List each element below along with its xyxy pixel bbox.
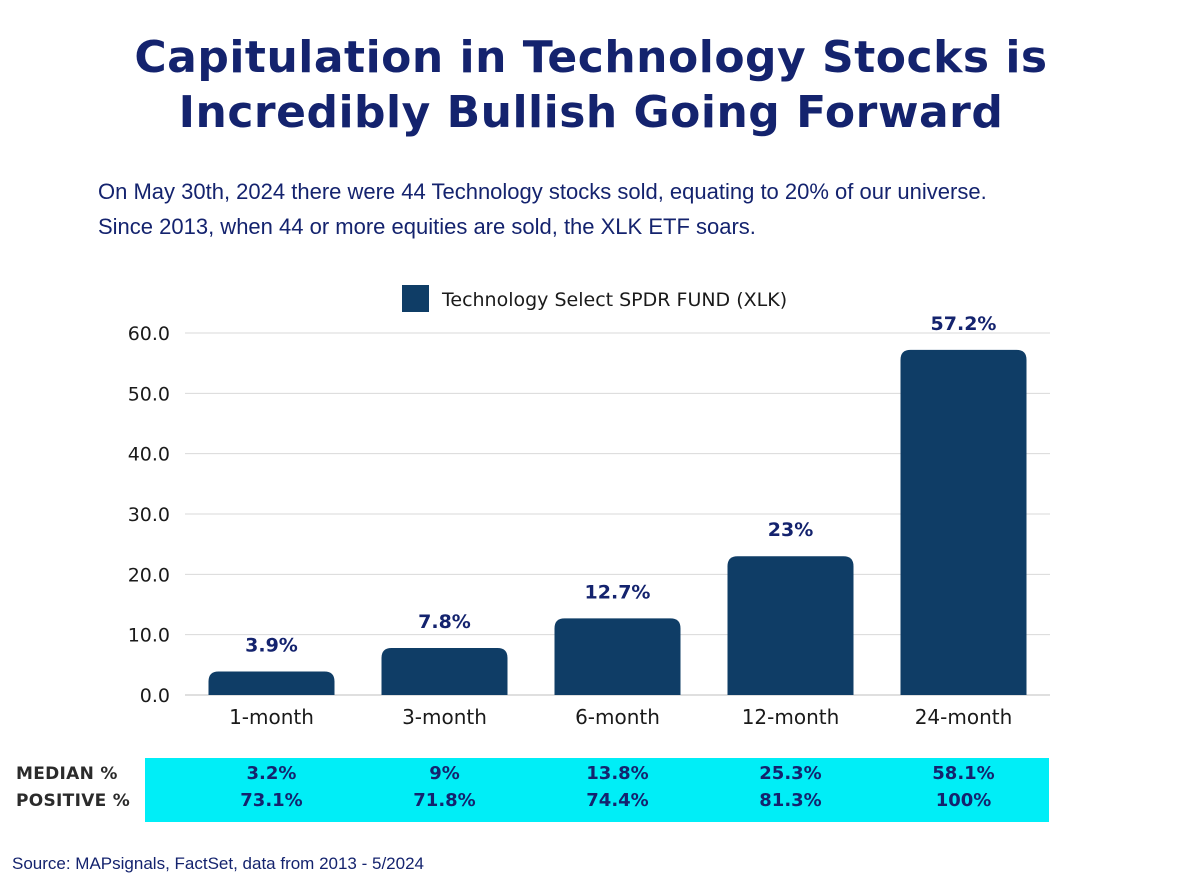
bar-6-month xyxy=(554,618,681,695)
median-value: 3.2% xyxy=(246,763,297,784)
positive-row-label: POSITIVE % xyxy=(16,791,131,811)
x-axis-ticks: 1-month 3-month 6-month 12-month 24-month xyxy=(229,705,1012,729)
title-line-1: Capitulation in Technology Stocks is xyxy=(134,32,1048,83)
median-value: 58.1% xyxy=(932,763,995,784)
bar-12-month xyxy=(727,556,854,695)
x-tick-label: 6-month xyxy=(575,705,660,729)
median-value: 9% xyxy=(429,763,460,784)
positive-value: 81.3% xyxy=(759,790,822,811)
bars xyxy=(208,349,1027,695)
x-tick-label: 12-month xyxy=(742,705,840,729)
data-labels: 3.9% 7.8% 12.7% 23% 57.2% xyxy=(245,313,996,657)
legend-swatch xyxy=(402,285,429,312)
median-row-label: MEDIAN % xyxy=(16,764,118,784)
positive-value: 100% xyxy=(935,790,992,811)
y-tick-label: 50.0 xyxy=(128,383,170,405)
title-line-2: Incredibly Bullish Going Forward xyxy=(178,87,1004,138)
x-tick-label: 1-month xyxy=(229,705,314,729)
bar-1-month xyxy=(208,671,335,695)
y-tick-label: 40.0 xyxy=(128,444,170,466)
bar-3-month xyxy=(381,647,508,695)
subtitle-line-2: Since 2013, when 44 or more equities are… xyxy=(98,214,756,239)
median-value: 13.8% xyxy=(586,763,649,784)
median-value: 25.3% xyxy=(759,763,822,784)
legend-label: Technology Select SPDR FUND (XLK) xyxy=(441,289,787,311)
chart-title: Capitulation in Technology Stocks is Inc… xyxy=(0,30,1182,140)
x-tick-label: 24-month xyxy=(915,705,1013,729)
bar-24-month xyxy=(900,349,1027,695)
positive-value: 73.1% xyxy=(240,790,303,811)
data-label: 3.9% xyxy=(245,634,298,656)
y-tick-label: 60.0 xyxy=(128,323,170,345)
y-tick-label: 10.0 xyxy=(128,625,170,647)
legend: Technology Select SPDR FUND (XLK) xyxy=(402,285,787,312)
source-note: Source: MAPsignals, FactSet, data from 2… xyxy=(12,854,424,873)
y-axis-ticks: 0.0 10.0 20.0 30.0 40.0 50.0 60.0 xyxy=(128,323,170,707)
positive-value: 74.4% xyxy=(586,790,649,811)
chart-subtitle: On May 30th, 2024 there were 44 Technolo… xyxy=(98,174,1158,244)
y-tick-label: 0.0 xyxy=(140,685,170,707)
data-label: 57.2% xyxy=(931,313,997,335)
data-label: 7.8% xyxy=(418,611,471,633)
data-label: 12.7% xyxy=(585,581,651,603)
y-tick-label: 20.0 xyxy=(128,564,170,586)
subtitle-line-1: On May 30th, 2024 there were 44 Technolo… xyxy=(98,179,987,204)
y-tick-label: 30.0 xyxy=(128,504,170,526)
data-label: 23% xyxy=(768,519,813,541)
x-tick-label: 3-month xyxy=(402,705,487,729)
stats-band xyxy=(145,758,1049,822)
positive-value: 71.8% xyxy=(413,790,476,811)
